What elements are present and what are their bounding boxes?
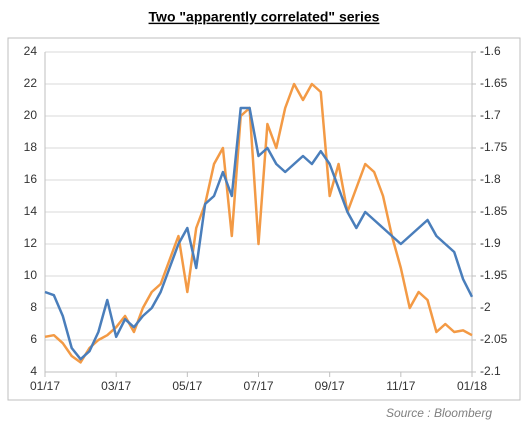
y2-tick-label: -1.75 [480,140,508,154]
y-tick-label: 14 [24,204,38,218]
y-tick-label: 18 [24,140,38,154]
y-tick-label: 22 [24,76,38,90]
y-tick-label: 20 [24,108,38,122]
x-tick-label: 11/17 [386,379,415,393]
x-tick-label: 01/18 [457,379,487,393]
y2-tick-label: -2.05 [480,332,508,346]
y2-tick-label: -1.95 [480,268,508,282]
y-tick-label: 10 [24,268,38,282]
x-tick-label: 07/17 [243,379,273,393]
source: Source : Bloomberg [386,406,492,420]
series-line [44,82,473,364]
y-tick-label: 6 [30,332,37,346]
y2-tick-label: -1.85 [480,204,508,218]
x-tick-label: 01/17 [30,379,60,393]
chart-frame [7,37,521,401]
y-tick-label: 24 [24,44,38,58]
chart-title: Two "apparently correlated" series [149,9,380,25]
x-tick-label: 05/17 [172,379,202,393]
y2-tick-label: -1.8 [480,172,501,186]
y2-tick-label: -1.7 [480,108,501,122]
series-line [44,106,474,361]
y2-tick-label: -1.9 [480,236,501,250]
x-tick-label: 03/17 [101,379,131,393]
y2-tick-label: -1.6 [480,44,501,58]
y-tick-label: 4 [30,364,37,378]
y2-tick-label: -2.1 [480,364,501,378]
y-tick-label: 8 [30,300,37,314]
y2-tick-label: -2 [480,300,491,314]
x-tick-label: 09/17 [315,379,345,393]
y-tick-label: 16 [24,172,38,186]
y-tick-label: 12 [24,236,38,250]
y2-tick-label: -1.65 [480,76,508,90]
